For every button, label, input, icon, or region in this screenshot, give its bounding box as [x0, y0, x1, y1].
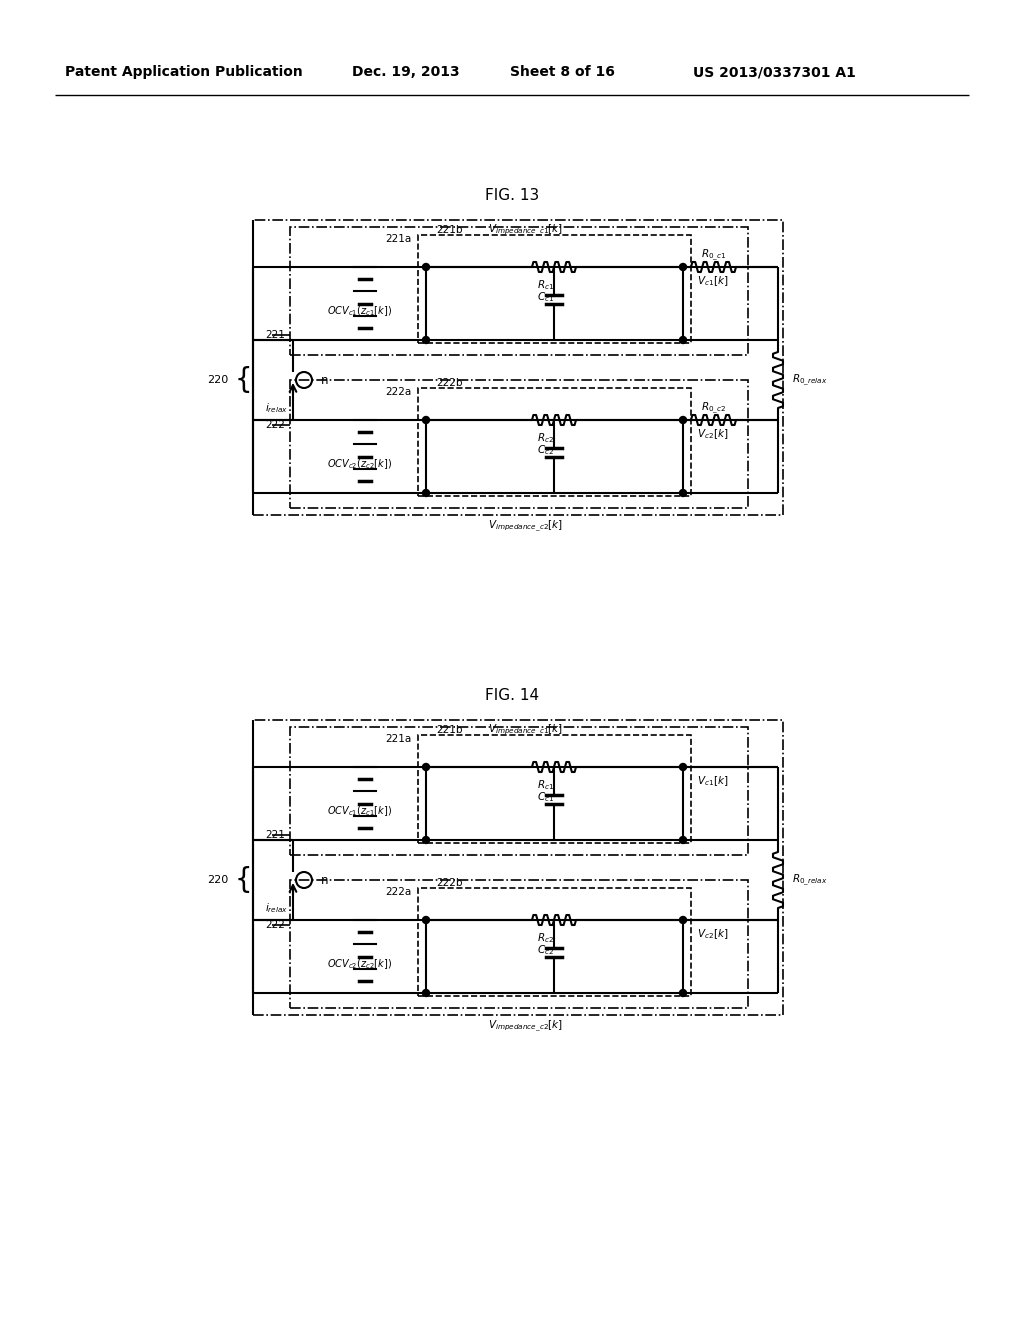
Text: 222b: 222b: [436, 878, 463, 888]
Text: Sheet 8 of 16: Sheet 8 of 16: [510, 65, 614, 79]
Text: Dec. 19, 2013: Dec. 19, 2013: [352, 65, 460, 79]
Text: 222: 222: [265, 920, 285, 931]
Circle shape: [680, 916, 686, 924]
Text: {: {: [234, 366, 252, 393]
Text: $R_{0\_c1}$: $R_{0\_c1}$: [700, 247, 726, 263]
Text: $OCV_{c1}(z_{c1}[k])$: $OCV_{c1}(z_{c1}[k])$: [328, 804, 392, 818]
Circle shape: [423, 763, 429, 771]
Text: $i_{relax}$: $i_{relax}$: [265, 902, 288, 915]
Text: $OCV_{c2}(z_{c2}[k])$: $OCV_{c2}(z_{c2}[k])$: [328, 457, 392, 471]
Text: 221: 221: [265, 830, 285, 840]
Text: $R_{c2}$: $R_{c2}$: [538, 931, 555, 945]
Text: $V_{c2}[k]$: $V_{c2}[k]$: [697, 927, 728, 941]
Circle shape: [680, 837, 686, 843]
Text: $V_{impedance\_c2}[k]$: $V_{impedance\_c2}[k]$: [488, 1019, 563, 1034]
Circle shape: [423, 337, 429, 343]
Bar: [253, 220, 783, 515]
Text: $R_{c2}$: $R_{c2}$: [538, 432, 555, 445]
Text: $V_{impedance\_c1}[k]$: $V_{impedance\_c1}[k]$: [488, 222, 563, 238]
Circle shape: [680, 990, 686, 997]
Text: FIG. 13: FIG. 13: [485, 187, 539, 202]
Text: $i_{relax}$: $i_{relax}$: [265, 401, 288, 414]
Text: $OCV_{c1}(z_{c1}[k])$: $OCV_{c1}(z_{c1}[k])$: [328, 304, 392, 318]
Text: US 2013/0337301 A1: US 2013/0337301 A1: [693, 65, 856, 79]
Text: $V_{c1}[k]$: $V_{c1}[k]$: [697, 774, 728, 788]
Bar: [418, 888, 691, 997]
Text: $C_{c1}$: $C_{c1}$: [538, 791, 555, 804]
Circle shape: [680, 337, 686, 343]
Text: $R_{0\_relax}$: $R_{0\_relax}$: [792, 873, 827, 887]
Circle shape: [423, 837, 429, 843]
Text: $V_{impedance\_c2}[k]$: $V_{impedance\_c2}[k]$: [488, 519, 563, 533]
Bar: [290, 227, 748, 355]
Circle shape: [423, 417, 429, 424]
Text: $V_{c2}[k]$: $V_{c2}[k]$: [697, 428, 728, 441]
Text: 221b: 221b: [436, 725, 463, 735]
Text: n: n: [321, 374, 329, 387]
Bar: [418, 388, 691, 496]
Circle shape: [423, 916, 429, 924]
Text: Patent Application Publication: Patent Application Publication: [65, 65, 303, 79]
Bar: [418, 735, 691, 843]
Bar: [253, 719, 783, 1015]
Circle shape: [423, 490, 429, 496]
Text: 222: 222: [265, 420, 285, 430]
Text: 221a: 221a: [385, 234, 412, 244]
Text: 220: 220: [207, 375, 228, 385]
Bar: [290, 727, 748, 855]
Bar: [418, 235, 691, 343]
Text: 221a: 221a: [385, 734, 412, 744]
Circle shape: [680, 490, 686, 496]
Circle shape: [680, 264, 686, 271]
Text: 222a: 222a: [385, 387, 412, 397]
Text: 222a: 222a: [385, 887, 412, 898]
Text: 220: 220: [207, 875, 228, 884]
Text: $R_{0\_c2}$: $R_{0\_c2}$: [700, 400, 726, 416]
Text: 221: 221: [265, 330, 285, 341]
Bar: [290, 880, 748, 1008]
Circle shape: [423, 990, 429, 997]
Text: FIG. 14: FIG. 14: [485, 688, 539, 702]
Circle shape: [423, 264, 429, 271]
Text: $R_{c1}$: $R_{c1}$: [538, 777, 555, 792]
Text: $C_{c1}$: $C_{c1}$: [538, 290, 555, 304]
Text: {: {: [234, 866, 252, 894]
Text: $C_{c2}$: $C_{c2}$: [538, 444, 555, 457]
Circle shape: [680, 417, 686, 424]
Bar: [290, 380, 748, 508]
Text: n: n: [321, 874, 329, 887]
Text: $OCV_{c2}(z_{c2}[k])$: $OCV_{c2}(z_{c2}[k])$: [328, 957, 392, 972]
Text: 221b: 221b: [436, 224, 463, 235]
Text: $R_{c1}$: $R_{c1}$: [538, 279, 555, 292]
Text: $V_{c1}[k]$: $V_{c1}[k]$: [697, 275, 728, 288]
Circle shape: [680, 763, 686, 771]
Text: 222b: 222b: [436, 378, 463, 388]
Text: $C_{c2}$: $C_{c2}$: [538, 942, 555, 957]
Text: $V_{impedance\_c1}[k]$: $V_{impedance\_c1}[k]$: [488, 722, 563, 738]
Text: $R_{0\_relax}$: $R_{0\_relax}$: [792, 372, 827, 388]
